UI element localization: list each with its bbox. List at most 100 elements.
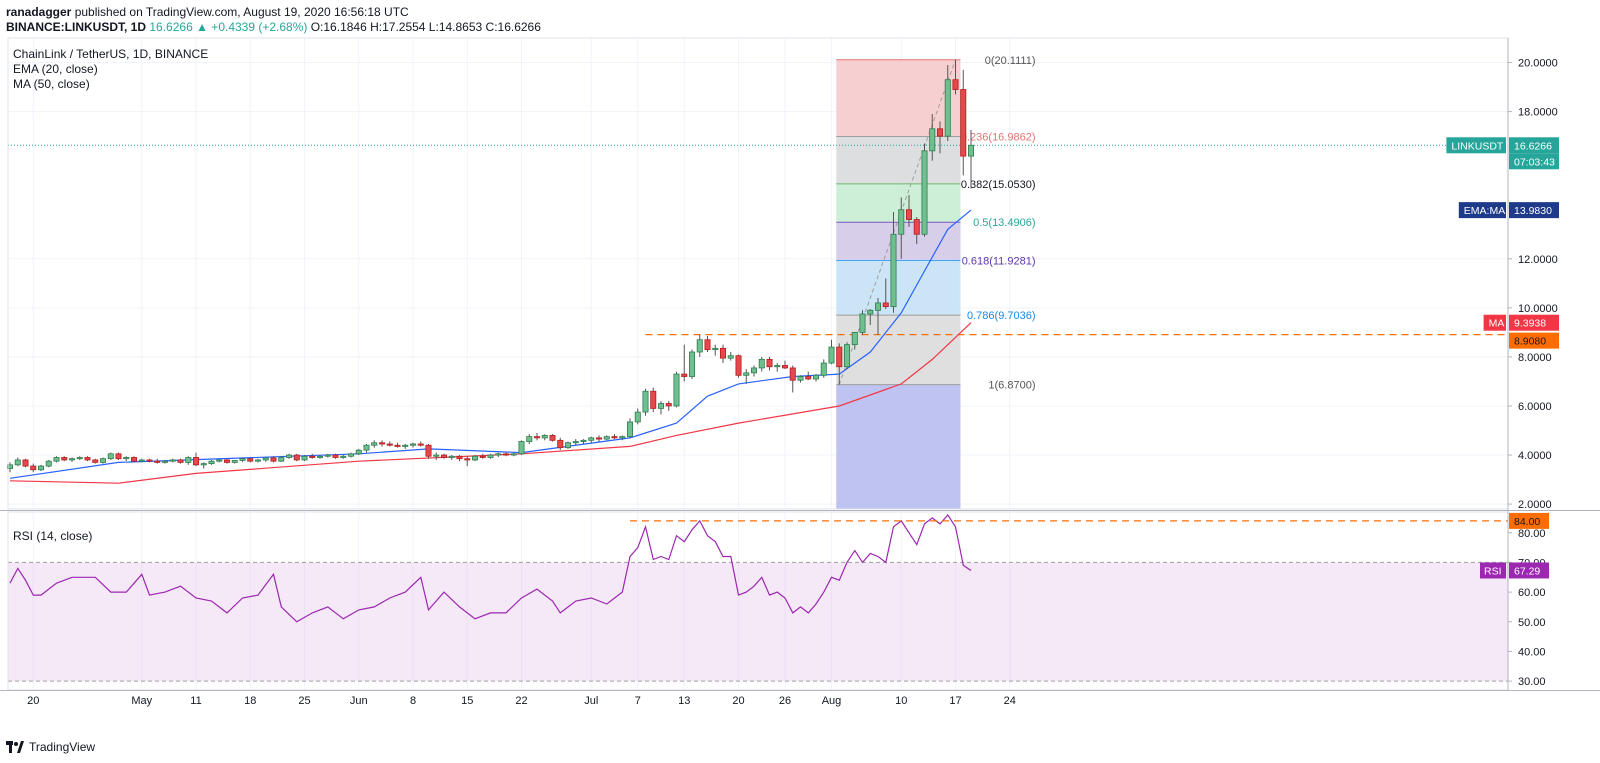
footer-brand[interactable]: TradingView (29, 740, 96, 754)
candle-down (720, 344, 727, 364)
candle-body (696, 339, 703, 353)
last-price: 16.6266 (149, 20, 193, 34)
candle-up (898, 197, 905, 259)
rsi-tick-label: 40.00 (1518, 646, 1546, 658)
candle-up (69, 457, 76, 462)
candle-down (223, 458, 230, 464)
candle-up (239, 457, 246, 462)
candle-up (495, 452, 502, 457)
candle-body (316, 455, 323, 458)
candle-up (161, 459, 168, 464)
candle-up (347, 452, 354, 458)
legend-symbol[interactable]: ChainLink / TetherUS, 1D, BINANCE (13, 47, 208, 61)
candle-up (627, 418, 634, 438)
candle-down (836, 343, 843, 385)
candle-up (712, 344, 719, 356)
candle-down (735, 354, 742, 378)
candle-down (247, 457, 254, 463)
rsi-level-tag: 84.00 (1509, 512, 1549, 529)
candle-body (347, 453, 354, 457)
candle-body (487, 454, 494, 458)
candle-body (76, 457, 83, 460)
last-price-tag-value-box (1509, 137, 1559, 154)
candle-body (789, 367, 796, 381)
candle-body (394, 444, 401, 447)
candle-body (332, 454, 339, 458)
candle-body (53, 457, 60, 462)
candle-body (627, 421, 634, 438)
candle-up (689, 349, 696, 379)
candle-body (875, 302, 882, 311)
candle-up (340, 455, 347, 459)
ema-tag-name-box (1458, 202, 1506, 219)
legend-ma[interactable]: MA (50, close) (13, 77, 90, 91)
publisher-name[interactable]: ranadagger (6, 5, 72, 19)
candle-up (285, 453, 292, 459)
ohlc-values: O:16.1846 H:17.2554 L:14.8653 C:16.6266 (310, 20, 541, 34)
candle-body (634, 411, 641, 423)
time-tick-label: 25 (298, 695, 310, 707)
candle-body (45, 460, 52, 467)
time-tick-label: 22 (515, 695, 527, 707)
level-tag: 8.9080 (1509, 332, 1559, 349)
candle-body (836, 346, 843, 368)
fib-level-label: 1(6.8700) (988, 380, 1035, 392)
time-tick-label: 7 (635, 695, 641, 707)
candle-body (448, 455, 455, 458)
chart-canvas[interactable]: 0(20.1111) 0.236(16.9862) 0.382(15.0530) 0.… (0, 0, 1600, 740)
candle-down (309, 453, 316, 459)
candle-up (216, 458, 223, 463)
candle-body (650, 390, 657, 409)
ema-tag-name: EMA:MA (1464, 205, 1505, 217)
price-tick-label: 4.0000 (1518, 450, 1552, 462)
candle-down (425, 443, 432, 459)
candle-body (154, 460, 161, 463)
candle-body (425, 444, 432, 457)
candle-body (38, 465, 45, 471)
candle-body (665, 403, 672, 407)
time-tick-label: Aug (822, 695, 842, 707)
candle-down (394, 442, 401, 448)
candle-down (766, 356, 773, 371)
candle-body (534, 436, 541, 439)
candle-down (61, 456, 68, 462)
price-tick-label: 6.0000 (1518, 401, 1552, 413)
candle-body (309, 455, 316, 458)
candle-body (944, 79, 951, 137)
candle-down (596, 435, 603, 442)
candle-body (673, 373, 680, 407)
candle-body (859, 313, 866, 333)
candle-down (906, 195, 913, 227)
candle-up (402, 443, 409, 449)
legend-rsi[interactable]: RSI (14, close) (13, 529, 92, 543)
legend-ema[interactable]: EMA (20, close) (13, 62, 98, 76)
time-tick-label: Jul (584, 695, 598, 707)
candle-body (720, 347, 727, 359)
candle-up (231, 459, 238, 464)
candle-body (898, 209, 905, 235)
candle-up (813, 374, 820, 382)
candle-down (665, 401, 672, 411)
candle-body (30, 465, 37, 471)
candle-up (355, 448, 362, 456)
horizontal-levels[interactable] (8, 144, 1508, 336)
candle-down (557, 437, 564, 451)
time-tick-label: Jun (350, 695, 368, 707)
candle-body (603, 436, 610, 440)
candle-down (146, 458, 153, 463)
rsi-tick-label: 60.00 (1518, 587, 1546, 599)
published-text: published on TradingView.com, August 19,… (74, 5, 409, 19)
candle-body (371, 442, 378, 446)
candle-body (565, 442, 572, 449)
candle-down (479, 453, 486, 459)
price-change: ▲ +0.4339 (+2.68%) (196, 20, 308, 34)
candle-down (464, 456, 471, 467)
symbol-label: BINANCE:LINKUSDT, 1D (6, 20, 147, 34)
time-tick-label: 13 (678, 695, 690, 707)
candle-body (751, 367, 758, 374)
candle-up (603, 435, 610, 441)
candle-body (293, 454, 300, 461)
fibonacci-retracement[interactable]: 0(20.1111) 0.236(16.9862) 0.382(15.0530) 0.… (836, 55, 1036, 509)
candle-body (440, 454, 447, 458)
candle-body (580, 439, 587, 442)
